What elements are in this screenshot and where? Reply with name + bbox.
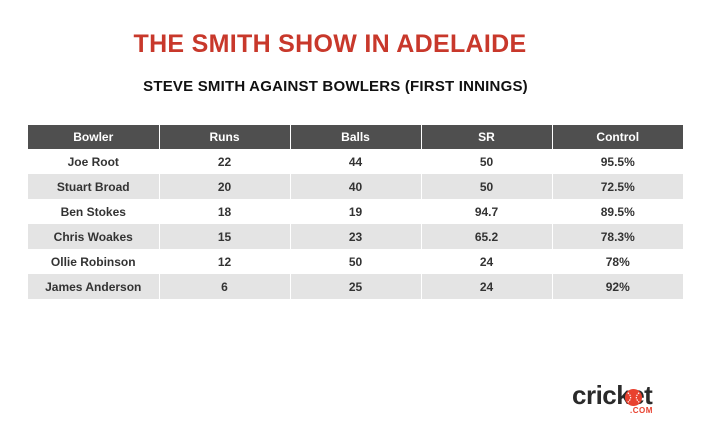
cell-control: 92% [551, 274, 683, 299]
cell-bowler: Joe Root [28, 149, 160, 174]
stats-table: Bowler Runs Balls SR Control Joe Root 22… [28, 125, 683, 299]
cell-sr: 50 [420, 174, 553, 199]
header-control: Control [551, 125, 683, 149]
cell-runs: 22 [158, 149, 291, 174]
cell-sr: 94.7 [420, 199, 553, 224]
cell-runs: 18 [158, 199, 291, 224]
cell-control: 72.5% [551, 174, 683, 199]
stats-table-container: Bowler Runs Balls SR Control Joe Root 22… [28, 125, 683, 299]
table-row: Stuart Broad 20 40 50 72.5% [28, 174, 683, 199]
cell-runs: 12 [158, 249, 291, 274]
cell-sr: 24 [420, 274, 553, 299]
header-sr: SR [420, 125, 553, 149]
cell-sr: 50 [420, 149, 553, 174]
cell-bowler: James Anderson [28, 274, 160, 299]
cell-sr: 24 [420, 249, 553, 274]
header-balls: Balls [289, 125, 422, 149]
cell-balls: 50 [289, 249, 422, 274]
cell-balls: 40 [289, 174, 422, 199]
cricket-com-logo: cricket .COM [572, 380, 688, 420]
table-row: Chris Woakes 15 23 65.2 78.3% [28, 224, 683, 249]
cell-control: 89.5% [551, 199, 683, 224]
chart-title: THE SMITH SHOW IN ADELAIDE [133, 30, 527, 58]
header-bowler: Bowler [28, 125, 160, 149]
cell-balls: 23 [289, 224, 422, 249]
cell-control: 78.3% [551, 224, 683, 249]
cell-control: 95.5% [551, 149, 683, 174]
cell-control: 78% [551, 249, 683, 274]
cell-sr: 65.2 [420, 224, 553, 249]
cell-balls: 44 [289, 149, 422, 174]
cell-bowler: Stuart Broad [28, 174, 160, 199]
cell-bowler: Ollie Robinson [28, 249, 160, 274]
table-row: Joe Root 22 44 50 95.5% [28, 149, 683, 174]
table-row: James Anderson 6 25 24 92% [28, 274, 683, 299]
table-row: Ollie Robinson 12 50 24 78% [28, 249, 683, 274]
cell-balls: 25 [289, 274, 422, 299]
table-row: Ben Stokes 18 19 94.7 89.5% [28, 199, 683, 224]
cell-bowler: Chris Woakes [28, 224, 160, 249]
logo-domain-suffix: .COM [630, 406, 653, 415]
cell-runs: 15 [158, 224, 291, 249]
chart-subtitle: STEVE SMITH AGAINST BOWLERS (FIRST INNIN… [143, 78, 528, 95]
cricket-ball-icon [624, 388, 643, 407]
cell-balls: 19 [289, 199, 422, 224]
header-row: Bowler Runs Balls SR Control [28, 125, 683, 149]
cell-bowler: Ben Stokes [28, 199, 160, 224]
cell-runs: 6 [158, 274, 291, 299]
cell-runs: 20 [158, 174, 291, 199]
header-runs: Runs [158, 125, 291, 149]
